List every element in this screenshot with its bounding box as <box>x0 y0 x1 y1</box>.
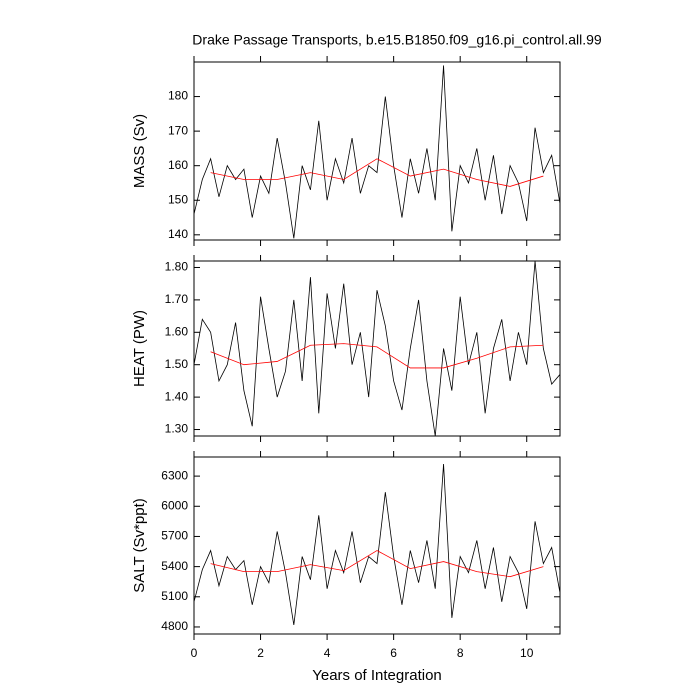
y-tick-label: 140 <box>168 227 188 241</box>
data-line <box>210 550 544 578</box>
y-tick-label: 4800 <box>161 619 188 633</box>
data-line <box>193 464 561 626</box>
chart-title: Drake Passage Transports, b.e15.B1850.f0… <box>192 32 602 48</box>
plot-frame <box>193 260 561 437</box>
data-line <box>193 65 561 239</box>
data-line <box>210 343 544 369</box>
plot-frame <box>193 61 561 241</box>
plot-frame <box>193 456 561 635</box>
y-tick-label: 1.80 <box>165 260 189 274</box>
y-tick-label: 5400 <box>161 559 188 573</box>
y-tick-label: 170 <box>168 123 188 137</box>
y-tick-label: 160 <box>168 158 188 172</box>
data-line <box>210 158 544 187</box>
data-line <box>193 260 561 437</box>
x-tick-label: 2 <box>257 646 264 660</box>
y-tick-label: 6300 <box>161 468 188 482</box>
y-tick-label: 5700 <box>161 529 188 543</box>
x-tick-label: 4 <box>324 646 331 660</box>
y-tick-label: 180 <box>168 89 188 103</box>
x-tick-label: 6 <box>390 646 397 660</box>
y-tick-label: 1.60 <box>165 324 189 338</box>
y-tick-label: 1.50 <box>165 357 189 371</box>
x-tick-label: 8 <box>457 646 464 660</box>
y-tick-label: 150 <box>168 192 188 206</box>
x-axis-label: Years of Integration <box>312 667 442 684</box>
x-tick-label: 10 <box>520 646 534 660</box>
y-tick-label: 1.30 <box>165 422 189 436</box>
y-tick-label: 6000 <box>161 498 188 512</box>
y-axis-label: HEAT (PW) <box>131 310 148 387</box>
y-tick-label: 1.70 <box>165 292 189 306</box>
x-tick-label: 0 <box>191 646 198 660</box>
y-tick-label: 1.40 <box>165 389 189 403</box>
y-tick-label: 5100 <box>161 589 188 603</box>
y-axis-label: MASS (Sv) <box>131 114 148 188</box>
y-axis-label: SALT (Sv*ppt) <box>131 498 148 592</box>
